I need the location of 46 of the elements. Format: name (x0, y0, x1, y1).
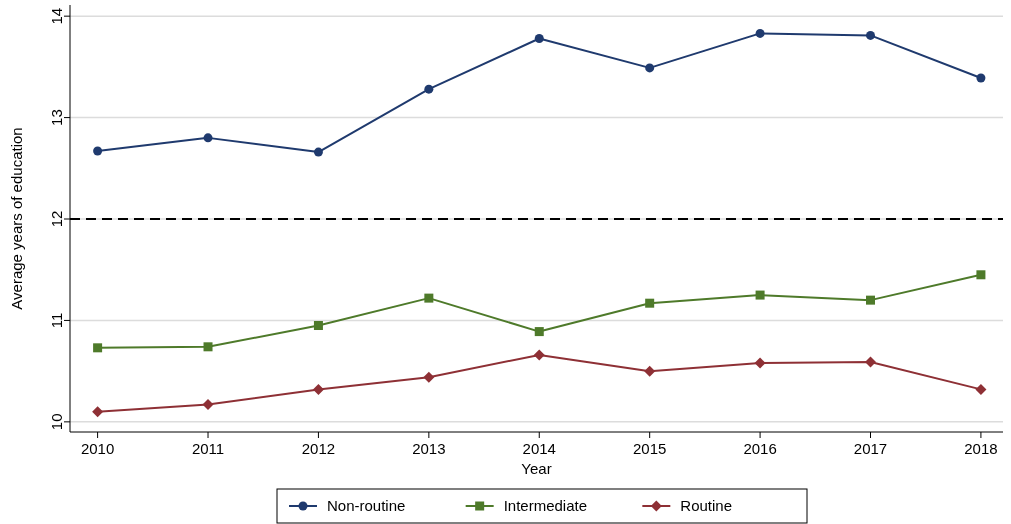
point (202, 399, 214, 411)
point (312, 383, 324, 395)
x-tick-label: 2017 (853, 440, 888, 457)
point (865, 356, 876, 368)
point (203, 342, 213, 352)
point (92, 406, 104, 418)
point (644, 365, 656, 377)
point (424, 84, 434, 94)
y-tick-label: 14 (48, 7, 66, 25)
x-tick-label: 2010 (80, 440, 115, 457)
point (976, 270, 986, 280)
legend-label: Intermediate (503, 497, 588, 515)
point (866, 30, 875, 40)
point (534, 327, 544, 337)
x-tick-label: 2018 (964, 440, 998, 457)
point (755, 290, 765, 300)
point (313, 147, 323, 157)
x-tick-label: 2011 (191, 440, 225, 457)
y-tick-label: 11 (48, 312, 66, 329)
x-tick-label: 2013 (412, 440, 446, 457)
point (533, 349, 545, 361)
point (93, 146, 103, 156)
point (203, 133, 213, 143)
y-tick-label: 10 (48, 413, 66, 431)
point (755, 28, 765, 38)
x-tick-label: 2012 (301, 440, 336, 457)
legend-label: Non-routine (327, 497, 406, 515)
point (424, 293, 434, 303)
x-axis-title: Year (521, 460, 552, 477)
x-tick-label: 2015 (632, 440, 667, 457)
point (534, 33, 544, 43)
point (313, 321, 323, 330)
x-tick-label: 2016 (743, 440, 777, 457)
point (975, 383, 987, 395)
point (645, 298, 655, 308)
y-tick-label: 13 (48, 109, 66, 126)
y-tick-label: 12 (48, 210, 66, 228)
point (93, 343, 103, 353)
y-axis-title: Average years of education (8, 127, 25, 310)
x-tick-label: 2014 (522, 440, 556, 457)
point (423, 371, 435, 383)
point (866, 295, 875, 305)
point (645, 63, 655, 73)
legend-label: Routine (680, 497, 733, 515)
point (976, 73, 986, 83)
point (754, 357, 766, 369)
